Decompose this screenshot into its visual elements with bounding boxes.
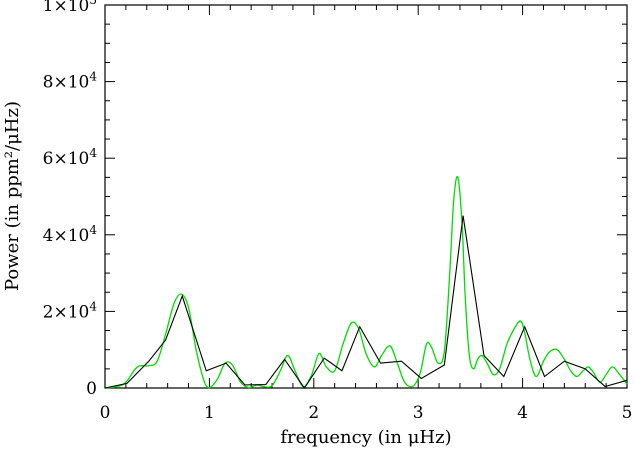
- plot-frame: [104, 4, 628, 389]
- series-lines: [104, 175, 628, 389]
- x-tick-label: 3: [413, 403, 424, 423]
- x-tick-label: 0: [100, 403, 111, 423]
- x-tick-label: 5: [622, 403, 633, 423]
- y-tick-label: 6×104: [43, 146, 98, 169]
- y-tick-labels: 0 2×104 4×104 6×104 8×104 1×105: [43, 0, 98, 399]
- y-tick-label: 1×105: [43, 0, 97, 16]
- x-tick-labels: 0 1 2 3 4 5: [100, 403, 633, 423]
- y-tick-label: 4×104: [43, 223, 98, 246]
- y-tick-label: 2×104: [43, 299, 98, 322]
- axis-ticks: [104, 4, 628, 389]
- green-series-line: [104, 175, 628, 389]
- x-tick-label: 2: [308, 403, 319, 423]
- x-axis-title: frequency (in μHz): [280, 427, 451, 448]
- y-tick-label: 8×104: [43, 70, 98, 93]
- x-tick-label: 4: [517, 403, 528, 423]
- y-tick-label: 0: [86, 379, 97, 399]
- x-tick-label: 1: [204, 403, 215, 423]
- y-axis-title: Power (in ppm²/μHz): [2, 101, 23, 291]
- black-series-line: [104, 215, 628, 389]
